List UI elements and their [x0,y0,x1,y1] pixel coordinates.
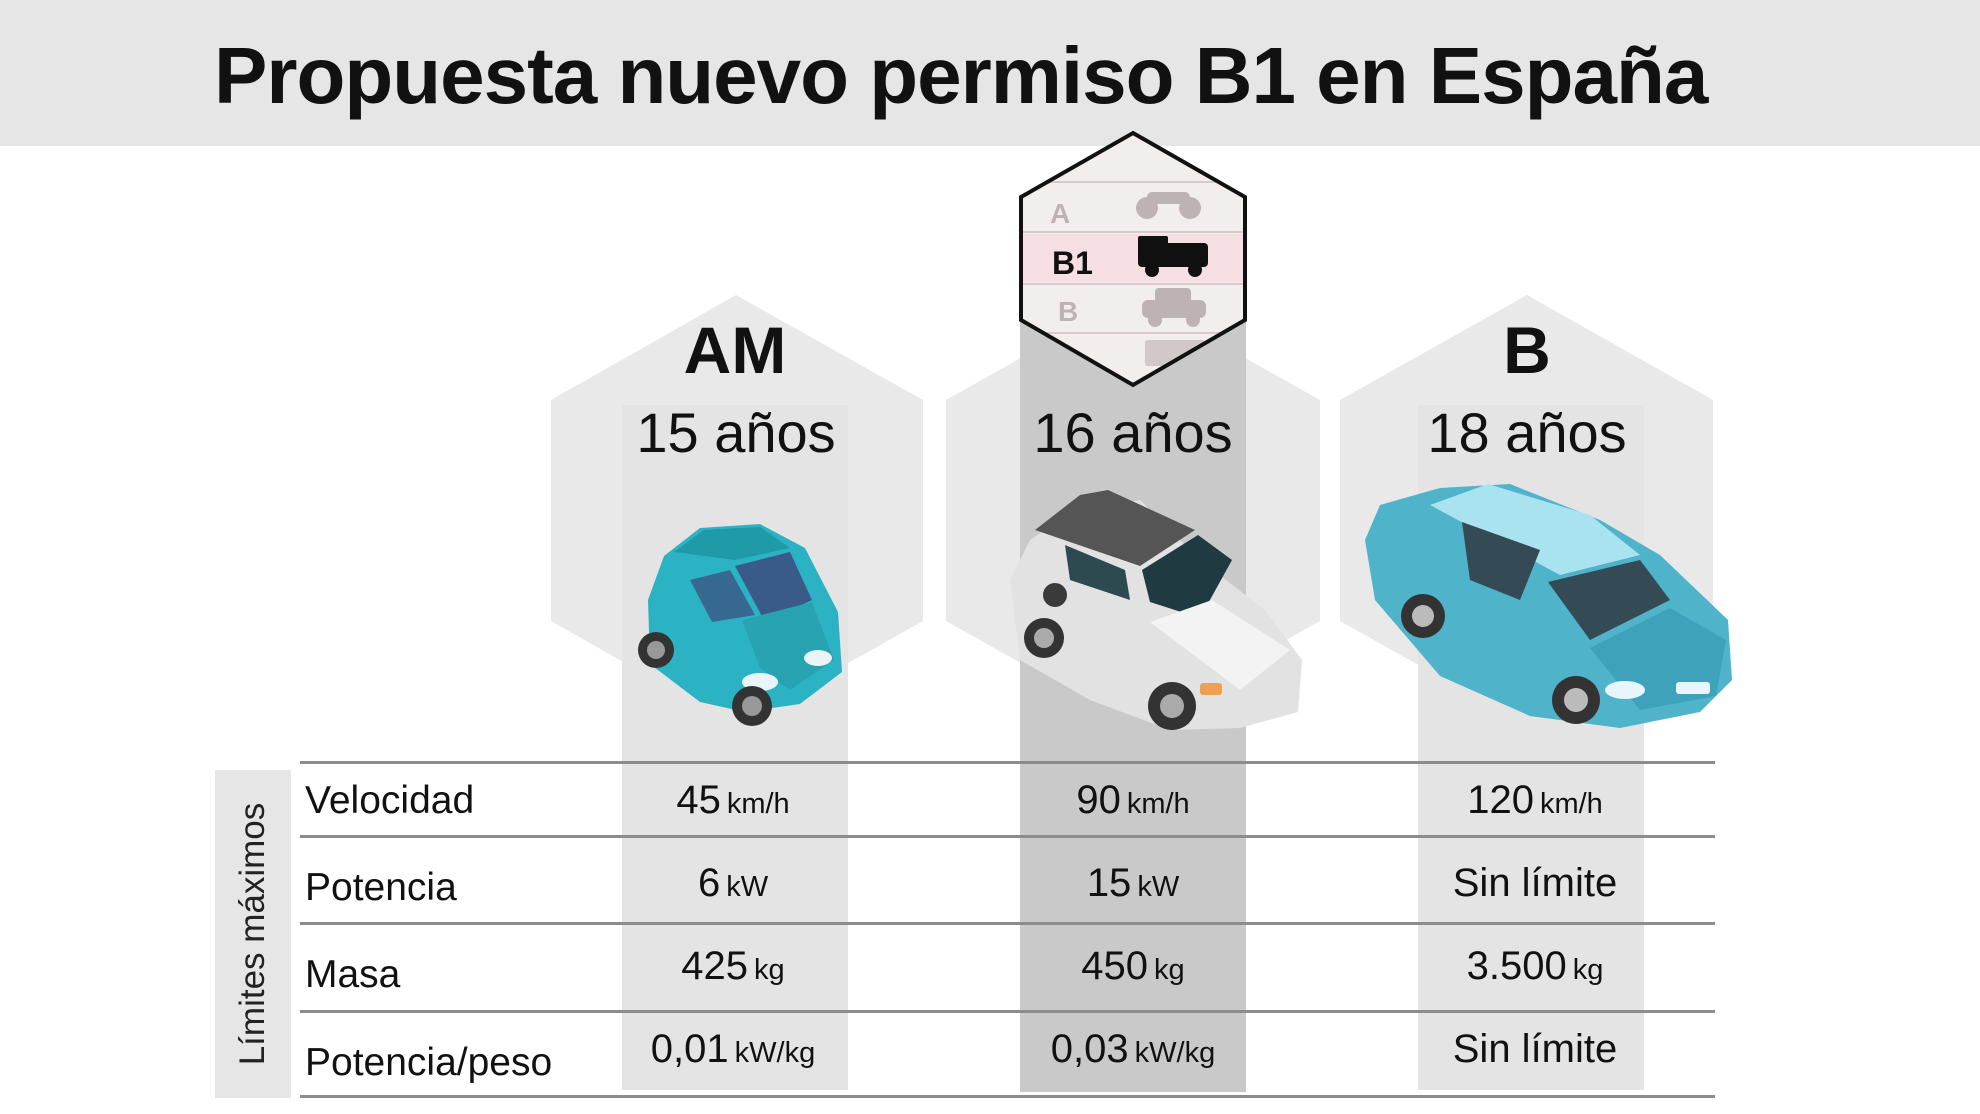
badge-row-b: B [1058,296,1078,327]
table-rule [300,1010,1715,1013]
category-am-label: AM [683,313,787,387]
age-b-label: 18 años [1427,401,1627,464]
limits-side-text: Límites máximos [233,802,272,1066]
row-label-velocidad: Velocidad [305,779,475,822]
row-label-potencia: Potencia [305,866,457,909]
table-cell: 90 km/h [1076,778,1190,822]
column-band-am [622,405,848,1090]
badge-row-a: A [1050,198,1070,229]
limits-side-label: Límites máximos [215,770,291,1098]
badge-row-b1: B1 [1052,245,1093,281]
table-cell: 3.500 kg [1466,944,1604,988]
table-rule [300,835,1715,838]
table-cell: 6 kW [697,861,769,905]
table-cell: 0,01 kW/kg [650,1027,816,1071]
motorcycle-icon [1136,192,1201,219]
license-badge-icon: A B1 B [1019,130,1247,388]
age-am-label: 15 años [636,401,836,464]
table-rule [300,761,1715,764]
table-cell: 45 km/h [676,778,790,822]
table-cell: Sin límite [1452,861,1618,905]
row-label-masa: Masa [305,953,401,996]
row-label-potencia-peso: Potencia/peso [305,1041,553,1084]
table-cell: 0,03 kW/kg [1050,1027,1216,1071]
page-title: Propuesta nuevo permiso B1 en España [214,31,1708,120]
age-b1-label: 16 años [1033,401,1233,464]
table-rule [300,922,1715,925]
car-b-illustration [1365,484,1732,728]
table-cell: 120 km/h [1467,778,1603,822]
table-cell: Sin límite [1452,1027,1618,1071]
table-cell: 15 kW [1086,861,1180,905]
header-bar: Propuesta nuevo permiso B1 en España [0,0,1980,146]
car-b1-illustration [1010,490,1302,730]
table-rule [300,1095,1715,1098]
small-car-icon [1138,236,1208,277]
table-cell: 450 kg [1081,944,1185,988]
table-cell: 425 kg [681,944,785,988]
car-am-illustration [638,524,842,726]
car-icon [1142,288,1206,327]
category-b-label: B [1503,313,1551,387]
